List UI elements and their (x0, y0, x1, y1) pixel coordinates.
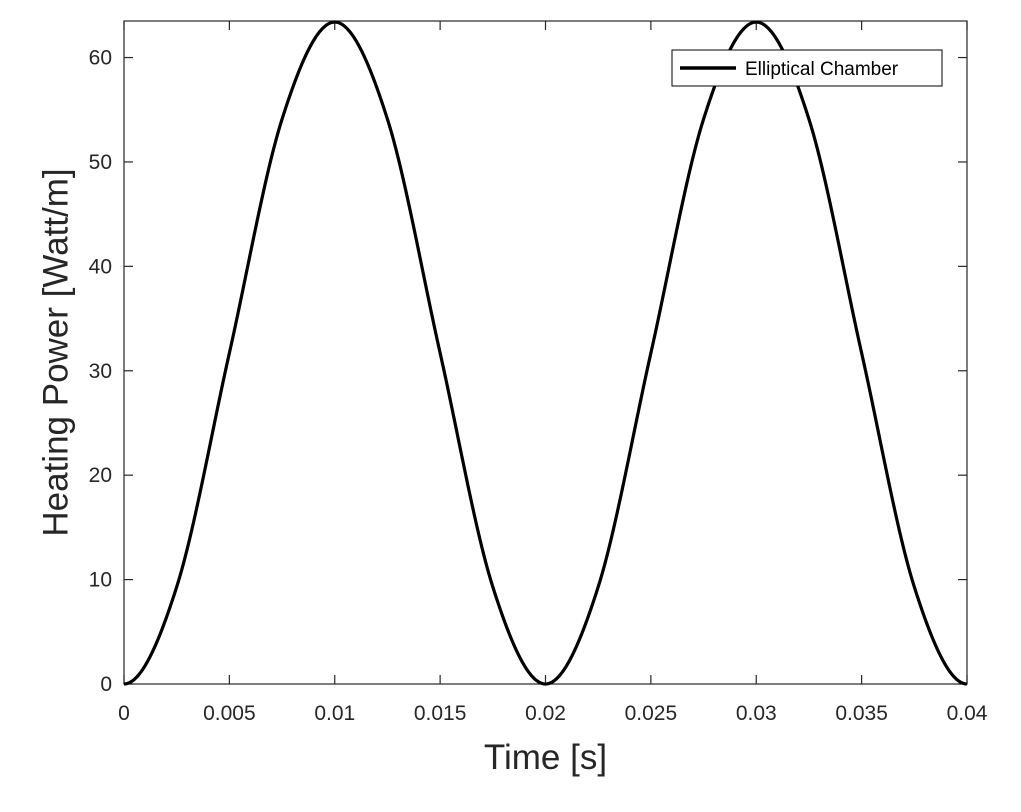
y-tick-label: 20 (89, 464, 112, 487)
y-axis: 0 10 20 30 40 50 60 (89, 47, 967, 696)
x-tick-label: 0.015 (414, 702, 467, 725)
x-tick-label: 0.03 (736, 702, 777, 725)
x-tick-label: 0.025 (625, 702, 678, 725)
y-tick-label: 30 (89, 360, 112, 383)
y-tick-label: 50 (89, 151, 112, 174)
y-tick-label: 60 (89, 47, 112, 70)
series-layer (123, 20, 968, 686)
x-tick-label: 0.035 (835, 702, 888, 725)
x-axis: 0 0.005 0.01 0.015 0.02 0.025 0.03 0.035 0.04 (118, 21, 988, 725)
y-axis-title: Heating Power [Watt/m] (36, 168, 75, 536)
y-tick-label: 10 (89, 569, 112, 592)
x-tick-label: 0.01 (314, 702, 355, 725)
legend-label-elliptical-chamber: Elliptical Chamber (745, 59, 899, 80)
series-line-elliptical-chamber (123, 20, 968, 686)
x-axis-title: Time [s] (484, 738, 607, 777)
x-tick-label: 0.02 (525, 702, 566, 725)
y-tick-label: 0 (100, 673, 112, 696)
x-tick-label: 0.04 (947, 702, 988, 725)
legend: Elliptical Chamber (671, 49, 943, 87)
x-tick-label: 0.005 (203, 702, 256, 725)
x-tick-label: 0 (118, 702, 130, 725)
y-tick-label: 40 (89, 255, 112, 278)
